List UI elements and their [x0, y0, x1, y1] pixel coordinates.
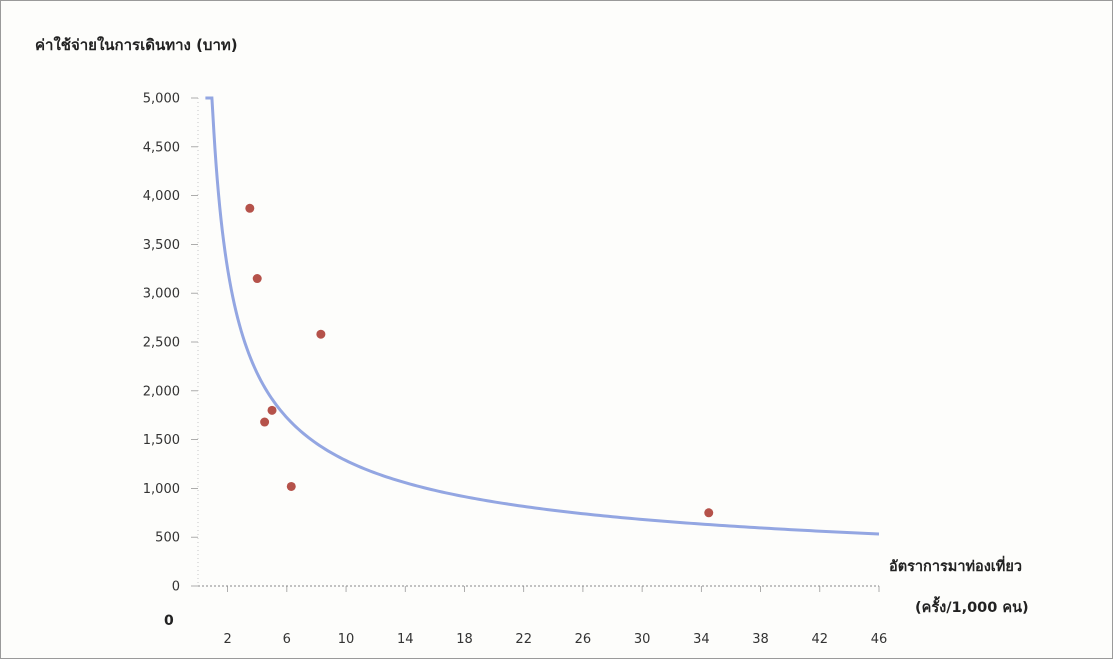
y-tick-label: 0 — [172, 580, 180, 595]
x-tick-label: 10 — [338, 632, 355, 647]
y-tick-label: 2,500 — [143, 336, 180, 351]
data-points — [245, 203, 714, 518]
data-point — [245, 203, 255, 213]
x-tick-label: 18 — [456, 632, 473, 647]
origin-label: 0 — [164, 613, 174, 629]
y-tick-label: 4,500 — [143, 140, 180, 155]
x-axis-label-line1: อัตราการมาท่องเที่ยว — [889, 555, 1022, 575]
y-tick-label: 2,000 — [143, 384, 180, 399]
x-tick-label: 22 — [515, 632, 532, 647]
x-tick-label: 26 — [575, 632, 592, 647]
x-tick-label: 34 — [693, 632, 710, 647]
x-tick-label: 6 — [283, 632, 291, 647]
y-tick-label: 3,500 — [143, 238, 180, 253]
data-point — [286, 481, 296, 491]
x-tick-label: 30 — [634, 632, 651, 647]
data-point — [704, 508, 714, 518]
y-tick-label: 4,000 — [143, 189, 180, 204]
data-point — [260, 417, 270, 427]
x-axis-ticks: 2 6 10 14 18 22 26 30 34 38 42 46 — [223, 586, 887, 647]
trend-curve — [205, 96, 880, 536]
y-axis-ticks: 0 500 1,000 1,500 2,000 2,500 3,000 3,500 4,000 4… — [143, 92, 198, 595]
x-axis-label-line2: (ครั้ง/1,000 คน) — [915, 596, 1029, 616]
y-tick-label: 500 — [155, 531, 180, 546]
data-point — [316, 329, 326, 339]
x-tick-label: 14 — [397, 632, 414, 647]
x-tick-label: 46 — [871, 632, 888, 647]
x-tick-label: 42 — [812, 632, 829, 647]
chart-title: ค่าใช้จ่ายในการเดินทาง (บาท) — [35, 36, 238, 54]
y-tick-label: 5,000 — [143, 92, 180, 107]
y-tick-label: 1,500 — [143, 433, 180, 448]
x-tick-label: 38 — [752, 632, 769, 647]
x-tick-label: 2 — [223, 632, 231, 647]
y-tick-label: 3,000 — [143, 287, 180, 302]
data-point — [267, 405, 277, 415]
data-point — [252, 274, 262, 284]
y-tick-label: 1,000 — [143, 482, 180, 497]
